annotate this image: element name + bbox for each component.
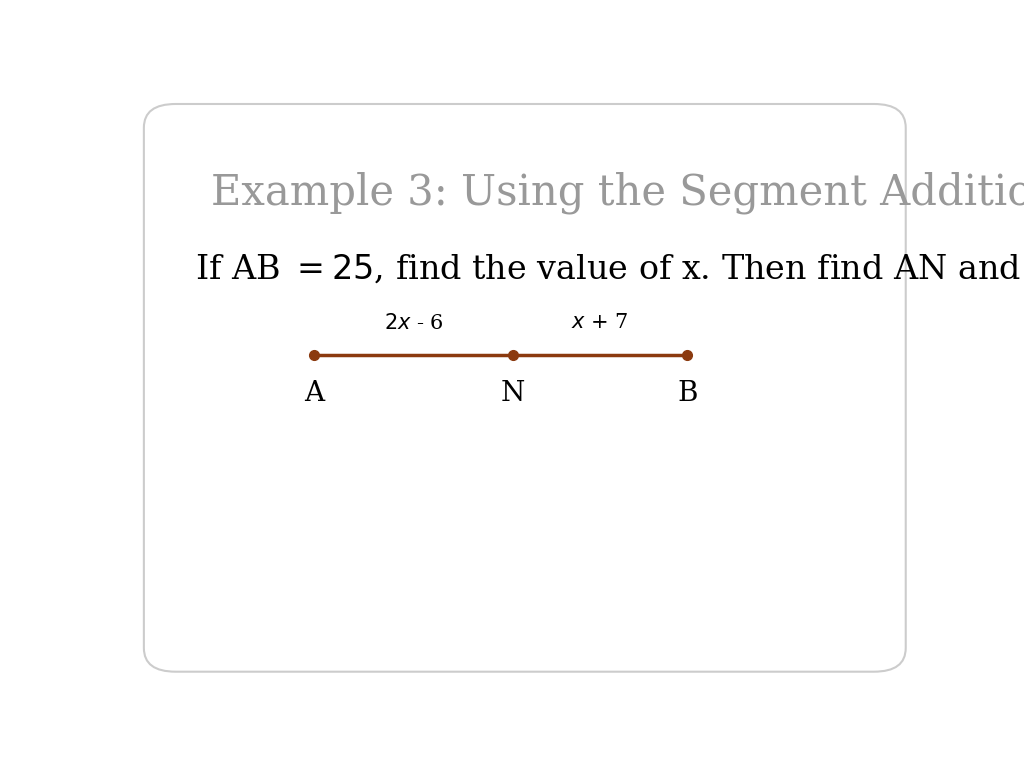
Text: Example 3: Using the Segment Addition Postulate: Example 3: Using the Segment Addition Po… (211, 171, 1024, 214)
Text: B: B (677, 380, 697, 407)
Text: A: A (304, 380, 325, 407)
FancyBboxPatch shape (143, 104, 905, 672)
Text: $2x$ - 6: $2x$ - 6 (384, 313, 443, 333)
Text: $x$ + 7: $x$ + 7 (571, 313, 629, 333)
Text: If AB $= 25$, find the value of x. Then find AN and NB.: If AB $= 25$, find the value of x. Then … (196, 253, 1024, 286)
Text: N: N (501, 380, 525, 407)
